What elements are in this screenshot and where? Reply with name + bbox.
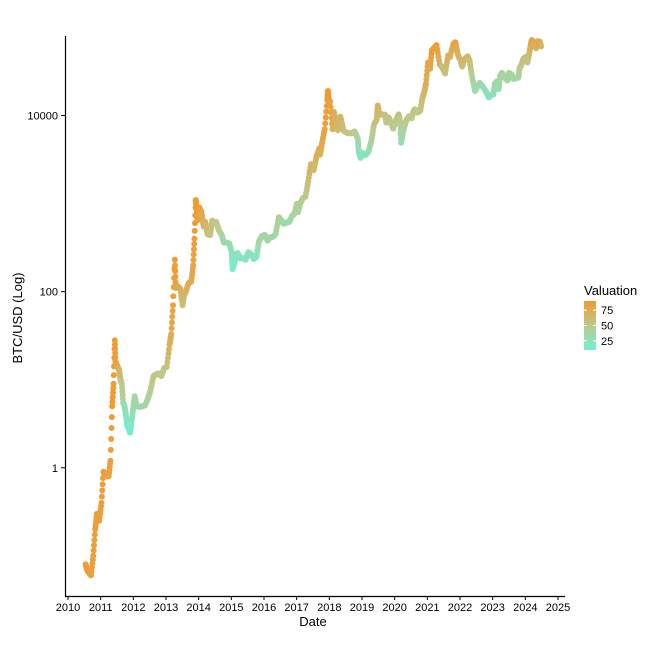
data-point-interp: [190, 256, 197, 263]
data-point: [163, 363, 170, 370]
data-point: [397, 118, 404, 125]
legend-breaks: 75 50 25: [584, 305, 613, 348]
y-tick-label: 1: [52, 463, 58, 475]
x-tick-label: 2017: [284, 602, 308, 614]
data-point-interp: [110, 372, 117, 379]
data-point: [110, 380, 117, 387]
data-point-interp: [108, 425, 115, 432]
data-point-interp: [165, 350, 172, 357]
data-point-interp: [111, 341, 118, 348]
data-point-interp: [108, 435, 115, 442]
data-point-interp: [90, 547, 97, 554]
data-point-interp: [170, 293, 177, 300]
data-point-interp: [109, 394, 116, 401]
data-point-interp: [172, 262, 179, 269]
data-point: [327, 98, 334, 105]
data-point: [109, 403, 116, 410]
data-point-interp: [99, 487, 106, 494]
data-point-interp: [91, 542, 98, 549]
data-point-interp: [164, 354, 171, 361]
data-point-interp: [108, 414, 115, 421]
data-point-interp: [109, 398, 116, 405]
x-tick-label: 2012: [121, 602, 145, 614]
data-point-interp: [98, 493, 105, 500]
data-point-interp: [166, 346, 173, 353]
x-tick-label: 2020: [382, 602, 406, 614]
data-point: [191, 235, 198, 242]
data-point: [321, 126, 328, 133]
data-point-interp: [322, 114, 329, 121]
x-axis-title: Date: [299, 614, 326, 629]
legend-break-label: 25: [601, 336, 613, 348]
data-point: [171, 256, 178, 263]
data-point: [111, 337, 118, 344]
x-tick-label: 2024: [513, 602, 537, 614]
x-tick-label: 2018: [317, 602, 341, 614]
data-point: [98, 499, 105, 506]
data-point-interp: [169, 308, 176, 315]
data-point-interp: [169, 313, 176, 320]
x-tick-label: 2010: [56, 602, 80, 614]
data-point-interp: [164, 359, 171, 366]
legend-colorbar: [584, 301, 596, 350]
x-tick-label: 2016: [252, 602, 276, 614]
data-point-interp: [99, 481, 106, 488]
data-point-interp: [110, 385, 117, 392]
x-tick-label: 2019: [350, 602, 374, 614]
x-tick-label: 2021: [415, 602, 439, 614]
data-point-interp: [190, 246, 197, 253]
data-point-interp: [91, 536, 98, 543]
y-axis-ticks: 1 100 10000: [27, 111, 66, 475]
data-points: [82, 37, 545, 579]
legend: Valuation 75 50 25: [584, 283, 637, 350]
data-point-interp: [172, 273, 179, 280]
data-point: [168, 331, 175, 338]
data-point: [190, 262, 197, 269]
data-point-interp: [191, 227, 198, 234]
data-point-interp: [110, 389, 117, 396]
data-point-interp: [190, 251, 197, 258]
data-point: [90, 552, 97, 559]
legend-break-label: 75: [601, 305, 613, 317]
data-point-interp: [172, 268, 179, 275]
y-axis-title: BTC/USD (Log): [10, 272, 25, 363]
data-point-interp: [112, 354, 119, 361]
data-point-interp: [168, 319, 175, 326]
data-point-interp: [327, 103, 334, 110]
legend-break-label: 50: [601, 321, 613, 333]
x-tick-label: 2025: [546, 602, 570, 614]
x-tick-label: 2023: [480, 602, 504, 614]
data-point: [169, 302, 176, 309]
data-point-interp: [191, 240, 198, 247]
legend-title: Valuation: [584, 283, 637, 298]
x-tick-label: 2022: [448, 602, 472, 614]
data-point-interp: [322, 120, 329, 127]
x-tick-label: 2014: [186, 602, 210, 614]
data-point: [107, 457, 114, 464]
y-tick-label: 100: [40, 287, 58, 299]
x-axis-ticks: 2010 2011 2012 2013 2014 2015 2016 2017 2018 2019…: [56, 596, 570, 614]
x-tick-label: 2015: [219, 602, 243, 614]
data-point-interp: [91, 531, 98, 538]
data-point: [538, 43, 545, 50]
data-point-interp: [112, 345, 119, 352]
x-tick-label: 2013: [154, 602, 178, 614]
x-tick-label: 2011: [89, 602, 113, 614]
data-point-interp: [107, 446, 114, 453]
data-point-interp: [112, 350, 119, 357]
y-tick-label: 10000: [27, 111, 58, 123]
data-point-interp: [323, 108, 330, 115]
data-point-interp: [168, 325, 175, 332]
